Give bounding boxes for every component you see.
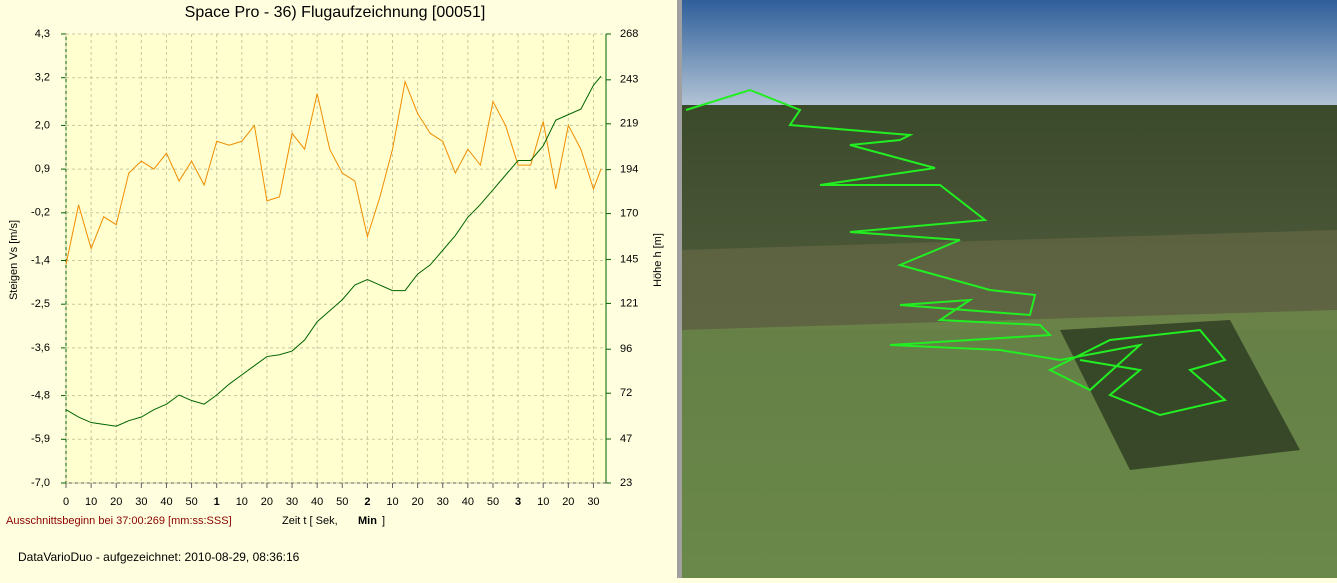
y-tick-label: -2,5 bbox=[31, 298, 50, 310]
x-tick-label: 10 bbox=[236, 496, 248, 508]
y2-tick-label: 23 bbox=[620, 477, 632, 489]
y2-tick-label: 170 bbox=[620, 208, 638, 220]
x-tick-label: 10 bbox=[537, 496, 549, 508]
x-tick-label: 2 bbox=[364, 496, 370, 508]
x-tick-label: 1 bbox=[214, 496, 220, 508]
y2-axis-label: Höhe h [m] bbox=[652, 233, 664, 287]
y2-tick-label: 268 bbox=[620, 28, 638, 40]
y-tick-label: 0,9 bbox=[35, 163, 50, 175]
y-tick-label: -3,6 bbox=[31, 342, 50, 354]
plot-area bbox=[66, 34, 606, 483]
chart-title: Space Pro - 36) Flugaufzeichnung [00051] bbox=[185, 4, 486, 21]
x-tick-label: 30 bbox=[587, 496, 599, 508]
flight-path bbox=[685, 88, 1228, 417]
x-tick-label: 30 bbox=[135, 496, 147, 508]
x-axis-label: Zeit t [ Sek, bbox=[282, 515, 338, 527]
y-tick-label: 3,2 bbox=[35, 72, 50, 84]
footer: DataVarioDuo - aufgezeichnet: 2010-08-29… bbox=[18, 550, 300, 564]
y2-tick-label: 121 bbox=[620, 297, 638, 309]
x-tick-label: 0 bbox=[63, 496, 69, 508]
x-tick-label: 20 bbox=[261, 496, 273, 508]
series-line bbox=[65, 79, 602, 265]
y2-tick-label: 219 bbox=[620, 118, 638, 130]
sky bbox=[682, 0, 1337, 110]
x-tick-label: 30 bbox=[437, 496, 449, 508]
divider bbox=[677, 0, 682, 578]
x-tick-label: 20 bbox=[110, 496, 122, 508]
note: Ausschnittsbeginn bei 37:00:269 [mm:ss:S… bbox=[6, 515, 232, 527]
y-tick-label: -7,0 bbox=[31, 477, 50, 489]
series-line bbox=[65, 75, 602, 427]
y-axis-label: Steigen Vs [m/s] bbox=[8, 220, 20, 300]
x-tick-label: 50 bbox=[487, 496, 499, 508]
x-tick-label: 40 bbox=[160, 496, 172, 508]
y-tick-label: 4,3 bbox=[35, 28, 50, 40]
x-tick-label: 10 bbox=[85, 496, 97, 508]
forest bbox=[1060, 320, 1300, 470]
x-tick-label: 20 bbox=[412, 496, 424, 508]
y2-tick-label: 243 bbox=[620, 74, 638, 86]
x-tick-label: 20 bbox=[562, 496, 574, 508]
y-tick-label: -1,4 bbox=[31, 254, 50, 266]
y2-tick-label: 96 bbox=[620, 343, 632, 355]
y-tick-label: -5,9 bbox=[31, 433, 50, 445]
x-axis-unit: Min bbox=[358, 515, 377, 527]
x-tick-label: 40 bbox=[462, 496, 474, 508]
y2-tick-label: 47 bbox=[620, 433, 632, 445]
y-tick-label: 2,0 bbox=[35, 119, 50, 131]
y-tick-label: -4,8 bbox=[31, 389, 50, 401]
x-tick-label: 3 bbox=[515, 496, 521, 508]
y-tick-label: -0,2 bbox=[31, 207, 50, 219]
y2-tick-label: 72 bbox=[620, 387, 632, 399]
fields bbox=[682, 230, 1337, 330]
y2-tick-label: 194 bbox=[620, 164, 638, 176]
x-tick-label: 50 bbox=[185, 496, 197, 508]
x-tick-label: 30 bbox=[286, 496, 298, 508]
y2-tick-label: 145 bbox=[620, 253, 638, 265]
x-tick-label: 40 bbox=[311, 496, 323, 508]
map-view bbox=[682, 0, 1337, 578]
x-axis-label-end: ] bbox=[382, 515, 385, 527]
x-tick-label: 10 bbox=[386, 496, 398, 508]
x-tick-label: 50 bbox=[336, 496, 348, 508]
